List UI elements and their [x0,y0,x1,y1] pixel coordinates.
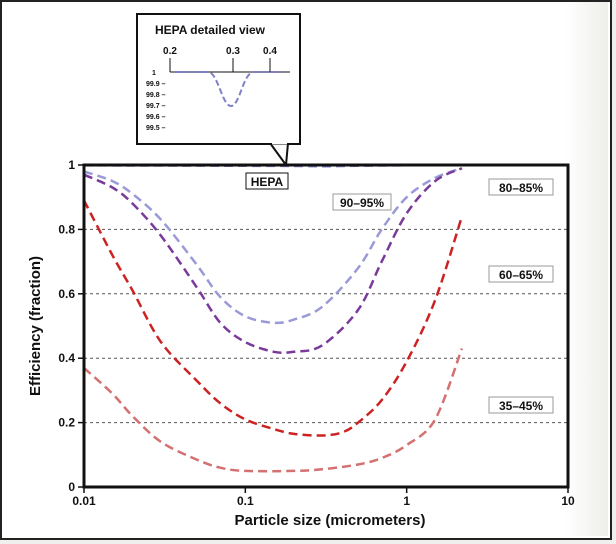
x-axis-title: Particle size (micrometers) [235,512,426,529]
y-tick-label: 0 [68,480,75,494]
y-axis-title: Efficiency (fraction) [27,256,44,396]
series-lines [82,163,464,473]
efficiency-chart: 0 0.2 0.4 0.6 0.8 1 0.01 0.1 1 10 Particle size … [27,13,575,529]
inset-y-tick: 1 [152,70,156,77]
inset-hepa-curve [175,71,282,108]
x-tick-label: 10 [561,494,575,508]
inset-x-tick: 0.2 [163,46,177,57]
inset-y-tick: 99.7 – [146,103,166,110]
label-80-85: 80–85% [488,178,554,196]
inset-callout-pointer [269,142,289,166]
label-90-95: 90–95% [332,193,392,211]
x-tick-label: 0.01 [72,494,96,508]
label-60-65: 60–65% [488,265,554,283]
inset-y-tick: 99.6 – [146,114,166,121]
y-tick-label: 0.6 [58,287,75,301]
x-tick-label: 1 [403,494,410,508]
series-line-80-85 [83,167,463,355]
y-tick-label: 1 [68,158,75,172]
inset-x-tick: 0.3 [226,46,240,57]
y-axis-ticks: 0 0.2 0.4 0.6 0.8 1 [58,158,84,494]
grid-lines [84,228,568,424]
label-80-85-text: 80–85% [499,181,543,195]
series-line-60-65 [82,199,464,437]
inset-title: HEPA detailed view [155,23,266,37]
plot-area-border [82,163,570,489]
inset-box [136,13,301,145]
y-tick-label: 0.4 [58,351,75,365]
inset-x-tick: 0.4 [263,46,277,57]
x-tick-label: 0.1 [237,494,254,508]
series-line-35-45 [83,348,464,473]
y-tick-label: 0.2 [58,416,75,430]
label-90-95-text: 90–95% [340,196,384,210]
label-35-45: 35–45% [488,396,554,414]
inset-y-tick: 99.5 – [146,125,166,132]
x-axis-ticks: 0.01 0.1 1 10 [72,487,575,508]
series-line-90-95 [83,167,463,325]
inset-y-tick: 99.9 – [146,81,166,88]
label-hepa: HEPA [245,172,289,190]
label-60-65-text: 60–65% [499,268,543,282]
label-hepa-text: HEPA [251,175,284,189]
inset-y-tick: 99.8 – [146,92,166,99]
y-tick-label: 0.8 [58,222,75,236]
label-35-45-text: 35–45% [499,399,543,413]
background-fade [565,2,608,536]
hepa-inset: HEPA detailed view 0.2 0.3 0.4 1 99.9 – … [136,13,301,166]
